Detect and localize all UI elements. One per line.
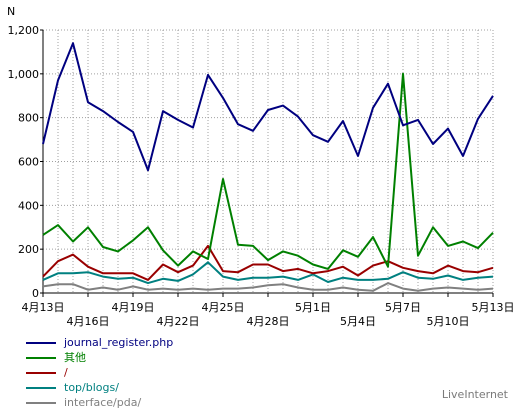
x-tick-label: 4月28日 [247, 315, 290, 328]
x-tick-label: 5月10日 [427, 315, 470, 328]
legend-label: 其他 [64, 351, 86, 364]
y-tick-label: 800 [18, 112, 39, 125]
tick-labels: 02004006008001,0001,200N4月13日4月16日4月19日4… [7, 5, 515, 328]
brand-label: LiveInternet [441, 388, 508, 401]
x-tick-label: 4月16日 [67, 315, 110, 328]
y-tick-label: 600 [18, 156, 39, 169]
legend-label: interface/pda/ [64, 396, 142, 409]
x-tick-label: 5月13日 [472, 301, 515, 314]
legend-swatch [26, 387, 56, 389]
series-line [42, 244, 494, 281]
legend-swatch [26, 372, 56, 374]
series-line [42, 72, 494, 270]
series-line [42, 282, 494, 292]
line-chart: 02004006008001,0001,200N4月13日4月16日4月19日4… [7, 5, 515, 328]
legend-swatch [26, 402, 56, 404]
y-axis-label: N [7, 5, 15, 18]
axes [40, 29, 494, 297]
legend-label: / [64, 366, 68, 379]
series-line [42, 261, 494, 285]
legend-label: top/blogs/ [64, 381, 119, 394]
x-tick-label: 4月22日 [157, 315, 200, 328]
x-tick-label: 5月1日 [295, 301, 331, 314]
x-tick-label: 4月25日 [202, 301, 245, 314]
x-tick-label: 5月4日 [340, 315, 376, 328]
x-tick-label: 4月13日 [22, 301, 65, 314]
grid-lines [43, 29, 494, 293]
y-tick-label: 400 [18, 199, 39, 212]
legend-label: journal_register.php [64, 336, 174, 349]
x-tick-label: 4月19日 [112, 301, 155, 314]
series-line [42, 42, 494, 172]
x-tick-label: 5月7日 [385, 301, 421, 314]
y-tick-label: 200 [18, 243, 39, 256]
legend-swatch [26, 357, 56, 359]
series-lines [42, 42, 494, 292]
y-tick-label: 0 [32, 287, 39, 300]
y-tick-label: 1,000 [8, 68, 40, 81]
legend-swatch [26, 342, 56, 344]
y-tick-label: 1,200 [8, 24, 40, 37]
